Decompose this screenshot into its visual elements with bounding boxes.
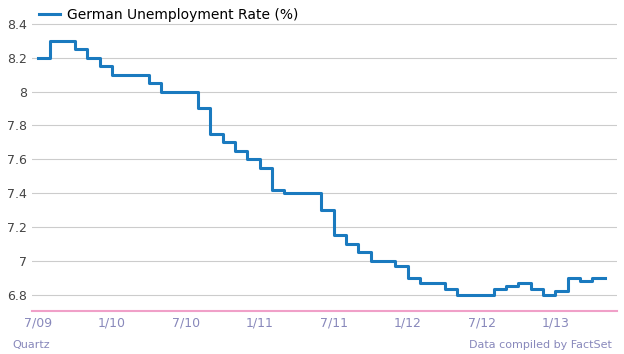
Text: Data compiled by FactSet: Data compiled by FactSet (469, 341, 612, 350)
Legend: German Unemployment Rate (%): German Unemployment Rate (%) (39, 8, 298, 22)
Text: Quartz: Quartz (12, 341, 50, 350)
